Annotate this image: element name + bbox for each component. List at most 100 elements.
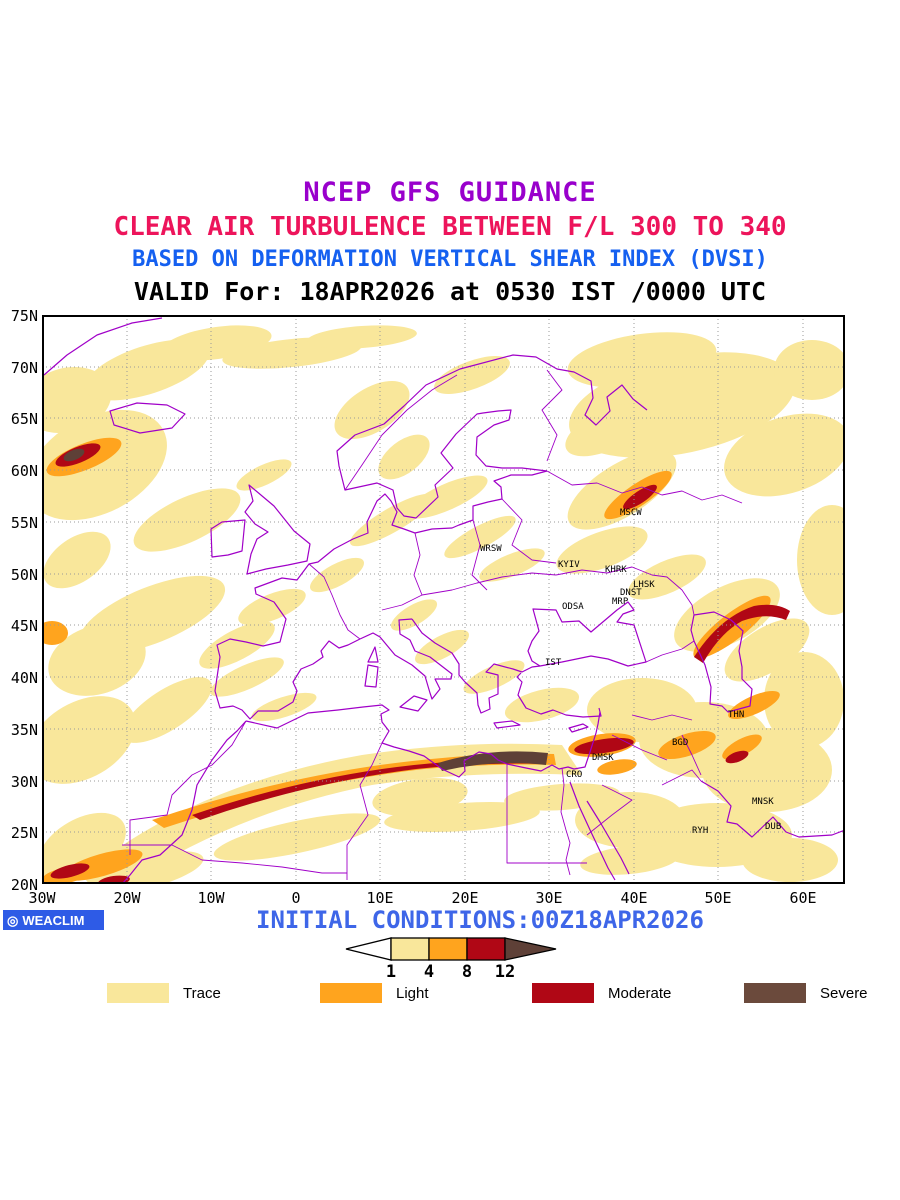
coast-corsica-sardinia bbox=[364, 646, 379, 688]
city-label-kyiv: KYIV bbox=[558, 560, 580, 570]
colorbar-segment-light bbox=[428, 937, 468, 961]
city-label-lhsk: LHSK bbox=[633, 580, 655, 590]
legend-item-trace: Trace bbox=[107, 983, 221, 1003]
lat-label-25n: 25N bbox=[10, 824, 38, 842]
legend-item-severe: Severe bbox=[744, 983, 868, 1003]
severe-band-north-africa bbox=[438, 751, 548, 771]
colorbar-segment-trace bbox=[390, 937, 430, 961]
border-libya-west bbox=[346, 742, 383, 880]
coast-black-sea bbox=[527, 601, 647, 667]
coast-crete bbox=[493, 720, 521, 729]
border-sahel bbox=[122, 844, 347, 874]
colorbar-scale bbox=[345, 937, 557, 961]
legend-swatch-light bbox=[320, 983, 382, 1003]
lat-label-65n: 65N bbox=[10, 410, 38, 428]
legend-item-light: Light bbox=[320, 983, 429, 1003]
colorbar-tick-12: 12 bbox=[494, 962, 516, 982]
latlon-grid-layer bbox=[42, 315, 845, 884]
city-label-cro: CRO bbox=[566, 770, 583, 780]
colorbar-left-arrow bbox=[345, 937, 392, 961]
initial-conditions-text: INITIAL CONDITIONS:00Z18APR2026 bbox=[256, 906, 704, 934]
coast-morocco-atlantic bbox=[121, 720, 247, 884]
coastline-layer bbox=[43, 317, 845, 884]
title-cat: CLEAR AIR TURBULENCE BETWEEN F/L 300 TO … bbox=[113, 212, 787, 242]
colorbar-right-arrow bbox=[504, 937, 557, 961]
river-nile bbox=[560, 767, 571, 876]
coast-italy bbox=[359, 618, 453, 700]
coast-persian-gulf bbox=[700, 780, 845, 838]
coast-britain bbox=[244, 484, 311, 575]
city-label-dub: DUB bbox=[765, 822, 782, 832]
city-label-thn: THN bbox=[728, 710, 745, 720]
colorbar-tick-8: 8 bbox=[461, 962, 473, 982]
city-label-odsa: ODSA bbox=[562, 602, 584, 612]
title-block: NCEP GFS GUIDANCE CLEAR AIR TURBULENCE B… bbox=[0, 176, 900, 308]
legend-label-moderate: Moderate bbox=[608, 984, 672, 1002]
border-egypt bbox=[506, 764, 587, 864]
weaclim-logo-icon: ◎ bbox=[7, 912, 19, 928]
coast-greenland-edge bbox=[43, 317, 163, 376]
legend-swatch-trace bbox=[107, 983, 169, 1003]
lat-label-70n: 70N bbox=[10, 359, 38, 377]
border-caucasus bbox=[645, 640, 695, 663]
border-norway-sweden bbox=[344, 374, 458, 491]
city-label-dnst: DNST bbox=[620, 588, 642, 598]
turbulence-map-canvas bbox=[42, 315, 845, 884]
severe-spot-atlantic bbox=[63, 448, 85, 462]
lon-label-20w: 20W bbox=[113, 889, 141, 907]
legend-label-severe: Severe bbox=[820, 984, 868, 1002]
city-label-dmsk: DMSK bbox=[592, 753, 614, 763]
city-label-ist: IST bbox=[545, 658, 562, 668]
coast-west-europe bbox=[214, 470, 548, 720]
city-label-bgd: BGD bbox=[672, 738, 689, 748]
lat-label-50n: 50N bbox=[10, 566, 38, 584]
city-label-mscw: MSCW bbox=[620, 508, 642, 518]
legend-label-trace: Trace bbox=[183, 984, 221, 1002]
coast-scandinavia bbox=[336, 354, 648, 519]
colorbar-tick-labels: 1 4 8 12 bbox=[0, 962, 900, 982]
lon-label-40e: 40E bbox=[620, 889, 648, 907]
lon-label-0: 0 bbox=[291, 889, 301, 907]
lon-label-10e: 10E bbox=[366, 889, 394, 907]
lon-label-30e: 30E bbox=[535, 889, 563, 907]
legend-label-light: Light bbox=[396, 984, 429, 1002]
title-valid: VALID For: 18APR2026 at 0530 IST /0000 U… bbox=[133, 277, 767, 306]
map-frame bbox=[42, 315, 845, 884]
coast-caspian bbox=[690, 611, 753, 713]
city-label-ryh: RYH bbox=[692, 826, 709, 836]
border-algeria-west bbox=[129, 720, 247, 855]
lat-label-55n: 55N bbox=[10, 514, 38, 532]
coast-cyprus bbox=[568, 723, 589, 733]
severe-turbulence-layer bbox=[63, 448, 548, 771]
coast-iceland bbox=[109, 402, 186, 434]
colorbar-tick-4: 4 bbox=[423, 962, 435, 982]
lat-label-30n: 30N bbox=[10, 773, 38, 791]
coast-balkans-greece bbox=[411, 618, 541, 714]
title-dvsi: BASED ON DEFORMATION VERTICAL SHEAR INDE… bbox=[132, 247, 768, 272]
lon-label-30w: 30W bbox=[28, 889, 56, 907]
lon-label-60e: 60E bbox=[789, 889, 817, 907]
coast-anatolia-south bbox=[516, 672, 602, 718]
coast-ireland bbox=[210, 519, 246, 558]
border-central-europe bbox=[308, 498, 557, 640]
lat-label-20n: 20N bbox=[10, 876, 38, 894]
legend-swatch-moderate bbox=[532, 983, 594, 1003]
border-ukraine-russia bbox=[546, 470, 743, 616]
lon-label-20e: 20E bbox=[451, 889, 479, 907]
lon-label-10w: 10W bbox=[197, 889, 225, 907]
coast-sicily bbox=[399, 695, 428, 712]
city-label-khrk: KHRK bbox=[605, 565, 627, 575]
lon-label-50e: 50E bbox=[704, 889, 732, 907]
border-finland-russia bbox=[541, 369, 563, 462]
border-middle-east bbox=[586, 714, 702, 836]
lat-label-35n: 35N bbox=[10, 721, 38, 739]
lat-label-45n: 45N bbox=[10, 617, 38, 635]
colorbar-segment-moderate bbox=[466, 937, 506, 961]
city-label-wrsw: WRSW bbox=[480, 544, 502, 554]
weaclim-logo: ◎ WEACLIM bbox=[3, 910, 104, 930]
coast-north-africa bbox=[245, 704, 601, 778]
legend-item-moderate: Moderate bbox=[532, 983, 671, 1003]
title-ncep: NCEP GFS GUIDANCE bbox=[303, 177, 597, 208]
lat-label-60n: 60N bbox=[10, 462, 38, 480]
